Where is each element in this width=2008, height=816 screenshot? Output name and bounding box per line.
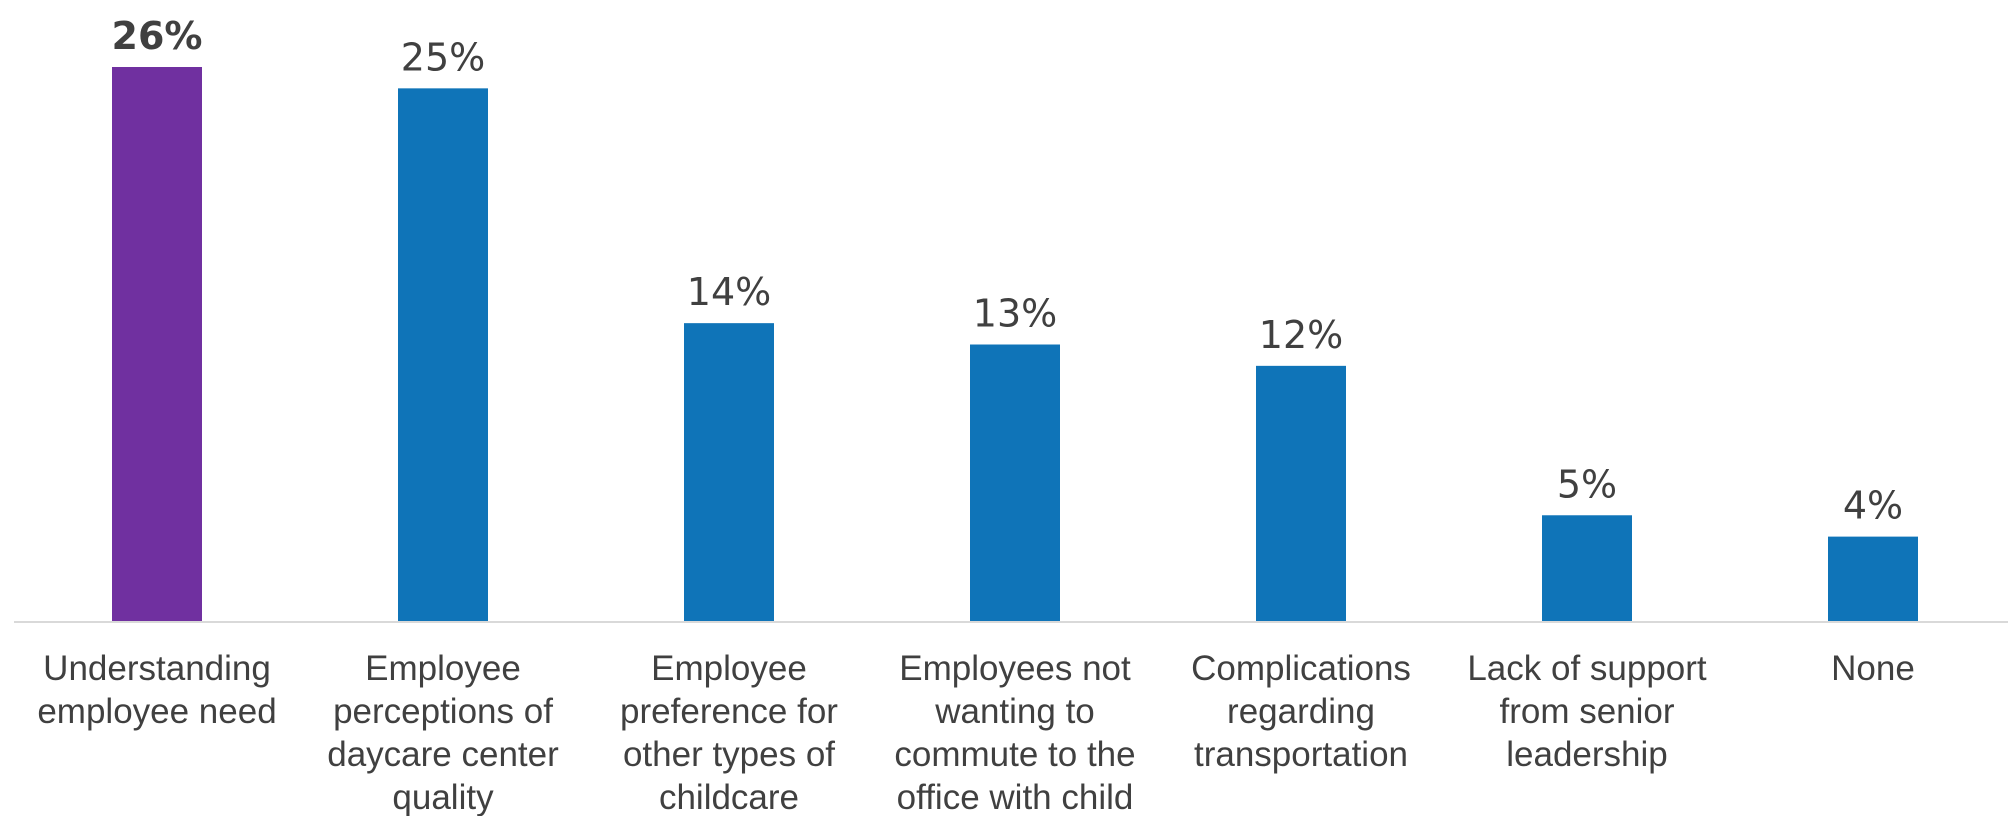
value-labels-group: 26% 25% 14% 13% 12% 5% 4% bbox=[112, 14, 1904, 528]
value-label-6: 5% bbox=[1557, 462, 1617, 506]
category-label-7: None bbox=[1831, 649, 1915, 688]
category-label-5: Complications regarding transportation bbox=[1191, 649, 1411, 774]
bar-3 bbox=[684, 323, 774, 622]
bar-2 bbox=[398, 88, 488, 623]
category-label-line: Lack of support bbox=[1467, 649, 1707, 688]
category-label-line: from senior bbox=[1499, 692, 1674, 731]
value-label-3: 14% bbox=[687, 270, 771, 314]
category-label-line: transportation bbox=[1194, 735, 1408, 774]
category-label-line: quality bbox=[392, 778, 494, 816]
category-label-line: Employees not bbox=[899, 649, 1131, 688]
bar-4 bbox=[970, 344, 1060, 622]
bar-6 bbox=[1542, 515, 1632, 622]
category-label-line: Understanding bbox=[43, 649, 271, 688]
bar-7 bbox=[1828, 536, 1918, 622]
value-label-2: 25% bbox=[401, 35, 485, 79]
value-label-7: 4% bbox=[1843, 484, 1903, 528]
category-label-line: commute to the bbox=[894, 735, 1135, 774]
category-label-4: Employees not wanting to commute to the off… bbox=[894, 649, 1135, 816]
category-label-line: childcare bbox=[659, 778, 799, 816]
bar-5 bbox=[1256, 365, 1346, 622]
category-label-line: None bbox=[1831, 649, 1915, 688]
category-label-line: Complications bbox=[1191, 649, 1411, 688]
category-label-line: preference for bbox=[620, 692, 838, 731]
category-label-line: other types of bbox=[623, 735, 835, 774]
category-label-line: daycare center bbox=[327, 735, 559, 774]
category-label-line: perceptions of bbox=[333, 692, 553, 731]
category-label-line: employee need bbox=[37, 692, 276, 731]
value-label-1: 26% bbox=[112, 14, 203, 58]
category-label-line: wanting to bbox=[934, 692, 1095, 731]
category-label-line: Employee bbox=[651, 649, 807, 688]
category-label-line: leadership bbox=[1506, 735, 1668, 774]
category-label-1: Understanding employee need bbox=[37, 649, 276, 731]
bars-group bbox=[112, 67, 1918, 623]
category-label-line: regarding bbox=[1227, 692, 1375, 731]
category-labels-group: Understanding employee need Employee percep… bbox=[37, 649, 1915, 816]
category-label-3: Employee preference for other types of chil… bbox=[620, 649, 838, 816]
category-label-2: Employee perceptions of daycare center qual… bbox=[327, 649, 559, 816]
category-label-6: Lack of support from senior leadership bbox=[1467, 649, 1707, 774]
value-label-4: 13% bbox=[973, 292, 1057, 336]
category-label-line: Employee bbox=[365, 649, 521, 688]
category-label-line: office with child bbox=[897, 778, 1134, 816]
value-label-5: 12% bbox=[1259, 313, 1343, 357]
bar-1 bbox=[112, 67, 202, 622]
